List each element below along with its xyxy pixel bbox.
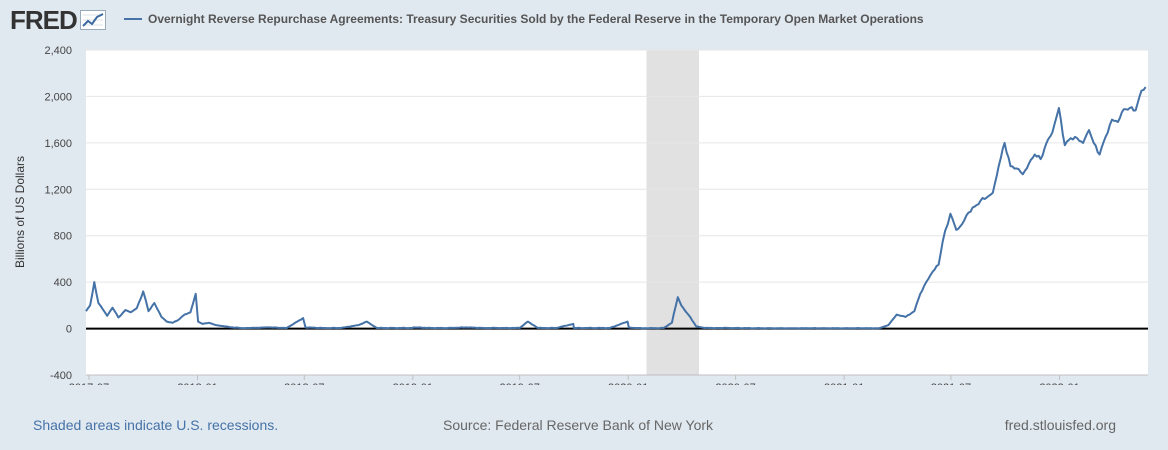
x-tick-label: 2020-01 — [608, 382, 648, 385]
y-tick-label: -400 — [50, 370, 72, 382]
logo-text: FRED — [10, 5, 78, 35]
y-tick-label: 0 — [66, 324, 72, 336]
x-axis: 2017-07 2018-01 2018-07 2019-01 2019-07 2020-… — [69, 374, 1148, 385]
legend-swatch — [124, 18, 142, 20]
x-tick-label: 2019-01 — [393, 382, 433, 385]
line-graph-icon — [79, 10, 106, 30]
chart-title: Overnight Reverse Repurchase Agreements:… — [148, 12, 924, 26]
x-tick-label: 2021-07 — [931, 382, 971, 385]
y-axis: -400 0 400 800 1,200 1,600 2,000 2,400 — [44, 45, 72, 382]
x-tick-label: 2018-07 — [284, 382, 324, 385]
site-link[interactable]: fred.stlouisfed.org — [1004, 417, 1116, 433]
chart-title-row: Overnight Reverse Repurchase Agreements:… — [124, 12, 924, 26]
y-tick-label: 2,000 — [44, 91, 72, 103]
y-tick-label: 800 — [54, 231, 72, 243]
y-tick-label: 2,400 — [44, 45, 72, 57]
y-tick-label: 1,200 — [44, 184, 72, 196]
y-axis-label: Billions of US Dollars — [13, 156, 27, 268]
x-tick-label: 2017-07 — [69, 382, 109, 385]
series-line-0 — [85, 86, 1147, 330]
recession-note: Shaded areas indicate U.S. recessions. — [33, 417, 279, 433]
x-tick-label: 2021-01 — [824, 382, 864, 385]
y-tick-label: 400 — [54, 277, 72, 289]
source-text: Source: Federal Reserve Bank of New York — [443, 417, 714, 433]
recession-band-0 — [646, 50, 700, 375]
recession-layer — [646, 50, 700, 375]
x-tick-label: 2022-01 — [1039, 382, 1079, 385]
x-tick-label: 2019-07 — [499, 382, 539, 385]
x-tick-label: 2018-01 — [177, 382, 217, 385]
fred-logo[interactable]: FRED — [10, 6, 106, 34]
chart-header: FRED Overnight Reverse Repurchase Agreem… — [0, 0, 1168, 40]
x-tick-label: 2020-07 — [715, 382, 755, 385]
y-tick-label: 1,600 — [44, 138, 72, 150]
series-layer — [85, 86, 1147, 330]
